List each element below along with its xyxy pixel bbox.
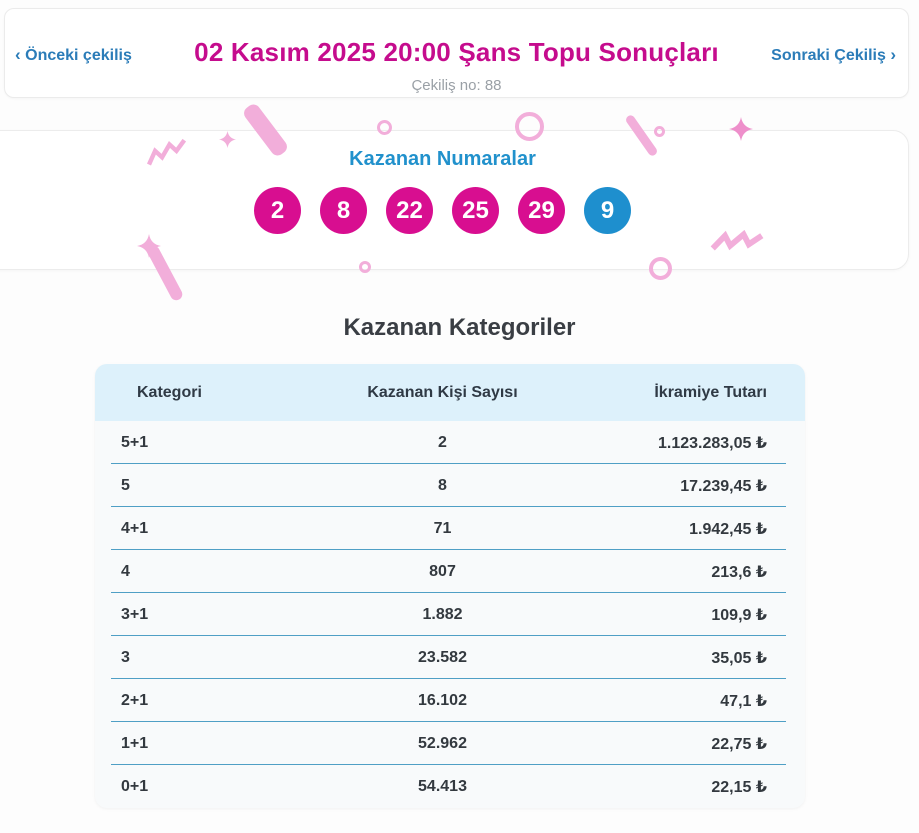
confetti-ring-icon — [654, 126, 665, 137]
prize-cell: 47,1 ₺ — [720, 692, 767, 710]
next-draw-label: Sonraki Çekiliş — [771, 47, 886, 64]
row-divider — [111, 463, 786, 464]
row-divider — [111, 549, 786, 550]
category-cell: 3 — [121, 648, 130, 666]
balls-row: 2 8 22 25 29 9 — [0, 187, 908, 234]
category-cell: 3+1 — [121, 605, 149, 623]
prize-cell: 22,15 ₺ — [711, 778, 767, 796]
winners-cell: 1.882 — [422, 605, 463, 623]
lottery-ball: 29 — [518, 187, 565, 234]
winners-cell: 807 — [429, 562, 456, 580]
winners-cell: 8 — [438, 476, 447, 494]
row-divider — [111, 678, 786, 679]
category-cell: 2+1 — [121, 691, 149, 709]
category-cell: 5 — [121, 476, 130, 494]
lottery-ball: 22 — [386, 187, 433, 234]
categories-heading: Kazanan Kategoriler — [343, 314, 576, 341]
prize-cell: 22,75 ₺ — [711, 735, 767, 753]
confetti-ring-icon — [515, 112, 544, 141]
chevron-left-icon: ‹ — [15, 45, 21, 64]
category-cell: 1+1 — [121, 734, 149, 752]
prize-cell: 1.942,45 ₺ — [689, 520, 767, 538]
chevron-right-icon: › — [890, 45, 896, 64]
category-cell: 4+1 — [121, 519, 149, 537]
row-divider — [111, 635, 786, 636]
draw-header-card: ‹ Önceki çekiliş 02 Kasım 2025 20:00 Şan… — [4, 8, 909, 98]
winners-cell: 52.962 — [418, 734, 467, 752]
lottery-ball: 8 — [320, 187, 367, 234]
confetti-ring-icon — [359, 261, 371, 273]
prize-cell: 213,6 ₺ — [711, 563, 767, 581]
prize-cell: 35,05 ₺ — [711, 649, 767, 667]
previous-draw-link[interactable]: ‹ Önceki çekiliş — [15, 45, 132, 65]
page-title: 02 Kasım 2025 20:00 Şans Topu Sonuçları — [194, 37, 719, 67]
winners-cell: 23.582 — [418, 648, 467, 666]
confetti-sparkle-icon — [137, 234, 161, 258]
category-cell: 0+1 — [121, 777, 149, 795]
table-row: 3 23.582 35,05 ₺ — [95, 636, 805, 679]
row-divider — [111, 592, 786, 593]
column-header-winners: Kazanan Kişi Sayısı — [367, 383, 518, 401]
lottery-ball: 2 — [254, 187, 301, 234]
confetti-ring-icon — [377, 120, 392, 135]
winning-numbers-card: Kazanan Numaralar 2 8 22 25 29 9 — [0, 101, 909, 303]
lottery-ball: 25 — [452, 187, 499, 234]
confetti-bar-icon — [145, 243, 185, 303]
column-header-category: Kategori — [137, 383, 202, 401]
category-cell: 5+1 — [121, 433, 149, 451]
row-divider — [111, 764, 786, 765]
categories-table: Kategori Kazanan Kişi Sayısı İkramiye Tu… — [95, 364, 805, 808]
winners-cell: 54.413 — [418, 777, 467, 795]
prize-cell: 1.123.283,05 ₺ — [658, 434, 767, 452]
category-cell: 4 — [121, 562, 130, 580]
winning-numbers-heading: Kazanan Numaralar — [349, 148, 536, 170]
prize-cell: 109,9 ₺ — [711, 606, 767, 624]
next-draw-link[interactable]: Sonraki Çekiliş › — [771, 45, 896, 65]
confetti-sparkle-icon — [219, 131, 236, 148]
prize-cell: 17.239,45 ₺ — [680, 477, 767, 495]
table-row: 1+1 52.962 22,75 ₺ — [95, 722, 805, 765]
table-row: 0+1 54.413 22,15 ₺ — [95, 765, 805, 808]
column-header-prize: İkramiye Tutarı — [654, 383, 767, 401]
table-row: 5 8 17.239,45 ₺ — [95, 464, 805, 507]
row-divider — [111, 506, 786, 507]
row-divider — [111, 721, 786, 722]
previous-draw-label: Önceki çekiliş — [25, 47, 132, 64]
winners-cell: 16.102 — [418, 691, 467, 709]
table-row: 5+1 2 1.123.283,05 ₺ — [95, 421, 805, 464]
winners-cell: 2 — [438, 433, 447, 451]
confetti-sparkle-icon — [729, 117, 753, 141]
lottery-bonus-ball: 9 — [584, 187, 631, 234]
winners-cell: 71 — [433, 519, 452, 537]
table-header-row: Kategori Kazanan Kişi Sayısı İkramiye Tu… — [95, 364, 805, 421]
draw-number: Çekiliş no: 88 — [411, 77, 502, 94]
table-row: 2+1 16.102 47,1 ₺ — [95, 679, 805, 722]
table-row: 3+1 1.882 109,9 ₺ — [95, 593, 805, 636]
table-row: 4+1 71 1.942,45 ₺ — [95, 507, 805, 550]
table-row: 4 807 213,6 ₺ — [95, 550, 805, 593]
confetti-ring-icon — [649, 257, 672, 280]
